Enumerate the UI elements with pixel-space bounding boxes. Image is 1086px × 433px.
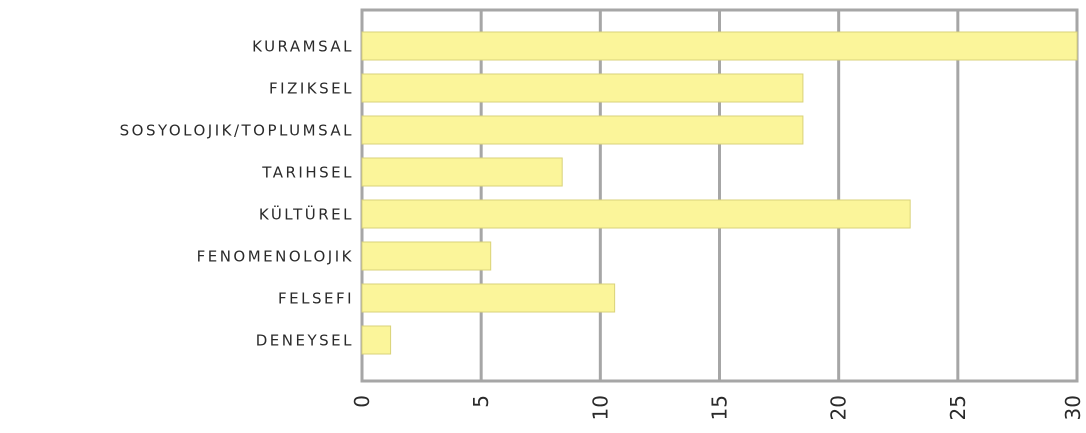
x-tick-labels: 0 5 10 15 20 25 30 — [350, 395, 1085, 420]
bar — [361, 241, 492, 271]
category-label: SOSYOLOJIK/TOPLUMSAL — [120, 122, 354, 140]
category-labels: KURAMSAL FIZIKSEL SOSYOLOJIK/TOPLUMSAL TARI… — [120, 38, 354, 350]
bar — [361, 115, 804, 145]
bar — [361, 199, 911, 229]
x-tick-label: 15 — [708, 395, 732, 420]
x-tick-label: 20 — [827, 395, 851, 420]
bar — [361, 157, 563, 187]
bar — [361, 283, 616, 313]
bar — [361, 73, 804, 103]
x-tick-label: 0 — [350, 395, 374, 408]
category-label: FIZIKSEL — [269, 80, 354, 98]
x-tick-label: 30 — [1061, 395, 1085, 420]
category-label: DENEYSEL — [256, 332, 354, 350]
category-label: KURAMSAL — [252, 38, 354, 56]
category-label: KÜLTÜREL — [259, 205, 354, 224]
category-label: TARIHSEL — [261, 164, 354, 182]
bar — [361, 325, 392, 355]
x-tick-label: 5 — [469, 395, 493, 408]
bar-layer — [361, 31, 1078, 355]
x-tick-label: 10 — [588, 395, 612, 420]
category-label: FELSEFI — [278, 290, 354, 308]
category-label: FENOMENOLOJIK — [197, 248, 354, 266]
grid-layer — [360, 8, 1079, 383]
x-tick-label: 25 — [946, 395, 970, 420]
bar — [361, 31, 1078, 61]
